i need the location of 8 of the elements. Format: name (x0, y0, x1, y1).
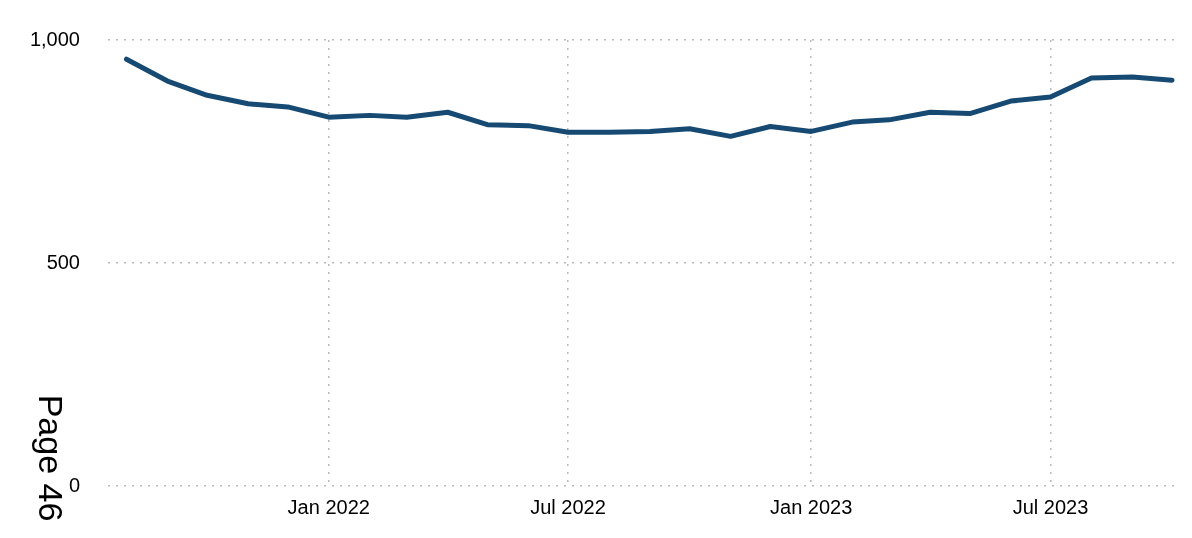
x-tick-label: Jul 2022 (530, 495, 606, 518)
x-tick-label: Jan 2022 (287, 495, 370, 518)
y-tick-label: 1,000 (29, 27, 80, 50)
y-tick-label: 500 (46, 250, 80, 273)
y-tick-label: 0 (68, 473, 80, 496)
x-tick-label: Jan 2023 (770, 495, 853, 518)
text: Page 46 (30, 394, 70, 522)
x-tick-label: Jul 2023 (1012, 495, 1089, 518)
